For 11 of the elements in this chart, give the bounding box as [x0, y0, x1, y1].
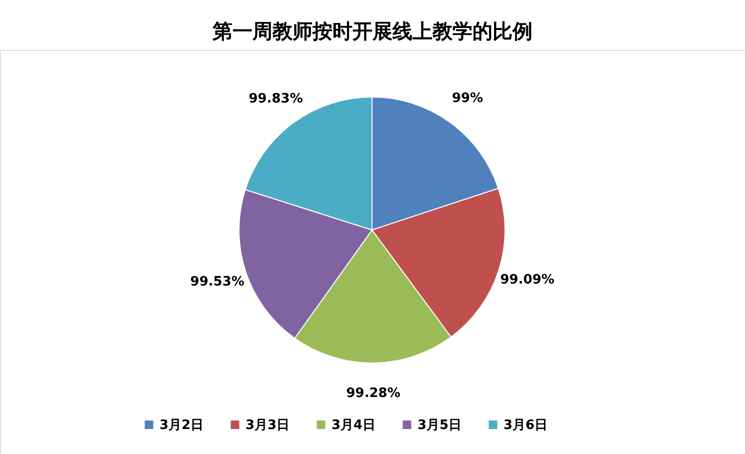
- data-label: 99%: [452, 90, 484, 106]
- legend-label: 3月6日: [504, 418, 548, 433]
- chart-title: 第一周教师按时开展线上教学的比例: [212, 19, 532, 43]
- legend-label: 3月4日: [332, 418, 376, 433]
- legend-label: 3月2日: [160, 418, 204, 433]
- data-label: 99.28%: [346, 386, 400, 401]
- data-label: 99.53%: [190, 274, 244, 290]
- data-label: 99.09%: [500, 272, 554, 288]
- legend-label: 3月3日: [246, 418, 290, 433]
- data-label: 99.83%: [248, 91, 303, 106]
- legend-label: 3月5日: [418, 418, 462, 433]
